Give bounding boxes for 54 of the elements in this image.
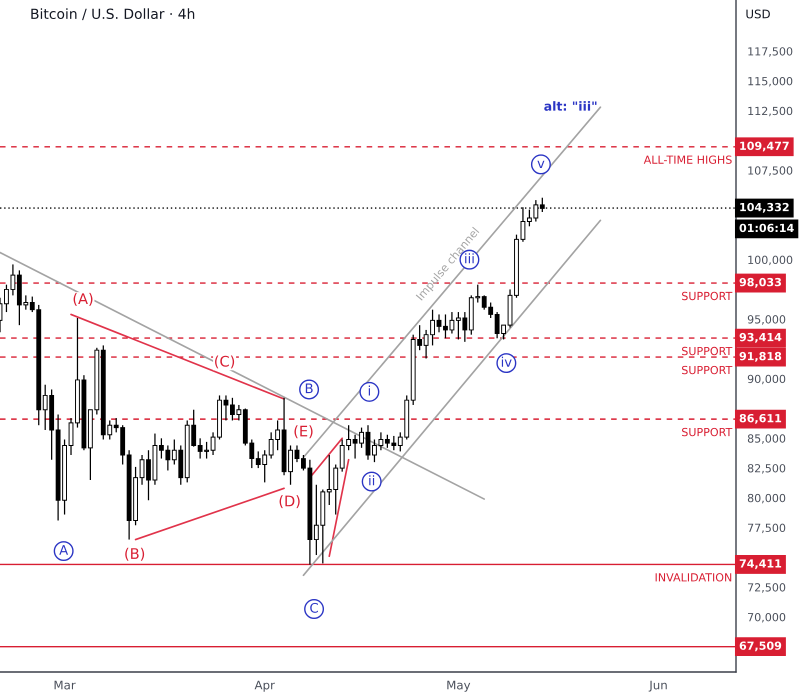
- candlestick: [333, 464, 338, 516]
- ref-line-label: 86,611: [740, 414, 782, 424]
- annotation: (D): [280, 495, 300, 508]
- y-tick-label: 117,500: [748, 47, 792, 57]
- y-tick-label: 112,500: [748, 106, 792, 116]
- y-tick-label: 100,000: [748, 256, 792, 266]
- ref-line-label: 104,332: [740, 202, 789, 213]
- annotation: SUPPORT: [682, 292, 732, 300]
- ref-line-label: 93,414: [740, 332, 782, 343]
- annotation: SUPPORT: [682, 428, 732, 436]
- text: Bitcoin / U.S. Dollar · 4h: [31, 8, 194, 20]
- annotation: v: [537, 160, 544, 168]
- candlestick: [475, 284, 480, 304]
- y-tick-label: 90,000: [748, 374, 786, 384]
- y-tick-label: 82,500: [748, 464, 786, 474]
- annotation: (E): [294, 425, 313, 438]
- y-tick-label: 115,000: [748, 76, 792, 87]
- ref-line-label: 91,818: [740, 352, 782, 362]
- annotation: B: [306, 384, 313, 394]
- annotation: SUPPORT: [682, 346, 732, 356]
- candlestick: [256, 450, 261, 469]
- annotation: (A): [74, 292, 92, 306]
- x-tick-label: Apr: [254, 680, 275, 692]
- annotation: alt: "iii": [544, 101, 596, 111]
- y-tick-label: 85,000: [748, 434, 786, 444]
- y-tick-label: 95,000: [748, 315, 786, 325]
- annotation: (C): [215, 355, 234, 368]
- annotation: ii: [369, 475, 374, 486]
- annotation: INVALIDATION: [656, 573, 732, 582]
- x-tick-label: May: [447, 680, 470, 692]
- candlestick: [107, 420, 112, 440]
- x-tick-label: Mar: [54, 680, 76, 690]
- y-axis-title: USD: [746, 9, 770, 18]
- candlestick: [30, 296, 35, 313]
- annotation: i: [368, 385, 370, 396]
- text: 01:06:14: [740, 224, 794, 232]
- candlestick: [398, 432, 403, 452]
- annotation: A: [59, 545, 68, 555]
- y-tick-label: 80,000: [748, 494, 786, 504]
- ref-line-label: 109,477: [740, 142, 789, 152]
- annotation: ALL-TIME HIGHS: [644, 155, 732, 164]
- y-tick-label: 77,500: [748, 524, 786, 534]
- y-tick-label: 72,500: [748, 583, 786, 593]
- y-tick-label: 107,500: [748, 166, 792, 176]
- candlestick: [326, 454, 332, 506]
- annotation: iv: [502, 356, 512, 367]
- y-tick-label: 70,000: [748, 612, 786, 622]
- x-tick-label: Jun: [648, 680, 667, 692]
- ref-line-label: 67,509: [740, 641, 782, 652]
- ref-line-label: 98,033: [740, 278, 781, 288]
- annotation: SUPPORT: [682, 366, 732, 374]
- annotation: C: [310, 602, 318, 613]
- annotation: (B): [125, 548, 144, 561]
- ref-line-label: 74,411: [740, 559, 782, 570]
